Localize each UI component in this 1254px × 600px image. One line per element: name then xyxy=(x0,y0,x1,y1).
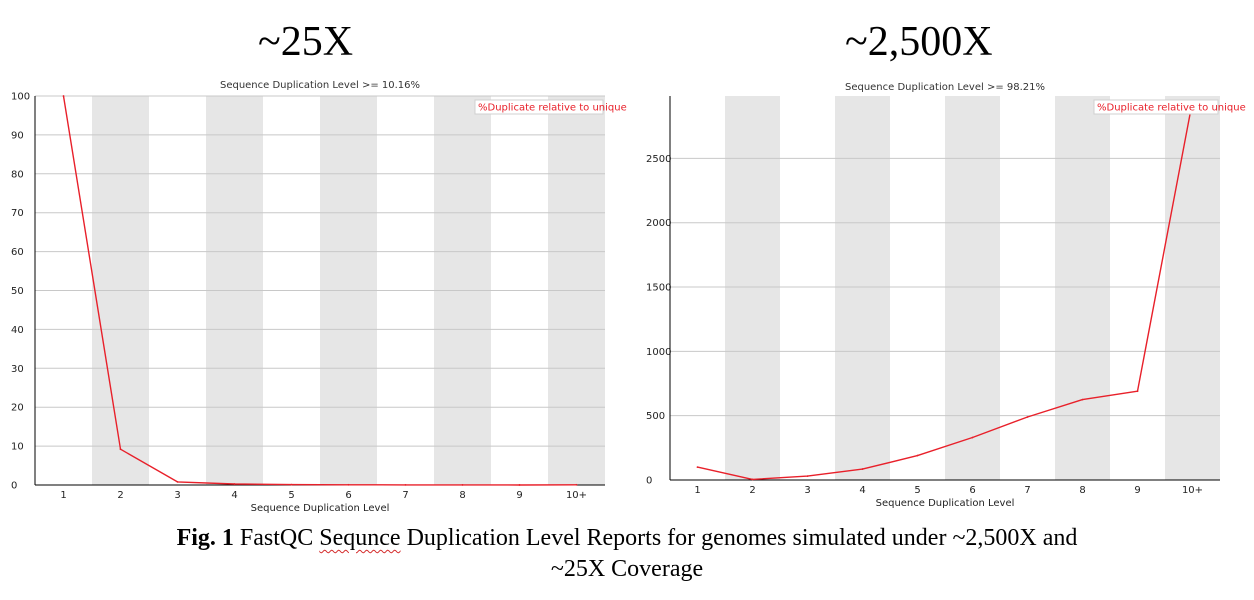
plot-title: Sequence Duplication Level >= 10.16% xyxy=(220,80,420,91)
x-tick-5: 5 xyxy=(288,490,294,501)
y-tick-20: 20 xyxy=(11,403,24,414)
x-tick-9: 9 xyxy=(1134,485,1140,496)
x-tick-9: 9 xyxy=(516,490,522,501)
band-8 xyxy=(1055,96,1110,480)
y-tick-1000: 1000 xyxy=(646,347,671,358)
y-tick-80: 80 xyxy=(11,169,24,180)
y-tick-70: 70 xyxy=(11,208,24,219)
data-point-3 xyxy=(806,475,809,478)
chart-2500x: 0 500 1000 1500 2000 2500 1 2 3 4 5 6 7 8 9 10+ Sequence… xyxy=(646,82,1246,509)
caption-text-after: Duplication Level Reports for genomes si… xyxy=(400,525,1078,551)
x-tick-7: 7 xyxy=(402,490,408,501)
x-axis-label: Sequence Duplication Level xyxy=(876,498,1015,509)
y-tick-50: 50 xyxy=(11,286,24,297)
y-tick-30: 30 xyxy=(11,364,24,375)
caption-text-before: FastQC xyxy=(233,525,320,551)
y-tick-500: 500 xyxy=(646,411,665,422)
x-tick-3: 3 xyxy=(804,485,810,496)
x-tick-10+: 10+ xyxy=(566,490,587,501)
x-tick-6: 6 xyxy=(969,485,975,496)
coverage-heading-2500x: ~2,500X xyxy=(845,19,993,65)
x-tick-5: 5 xyxy=(914,485,920,496)
caption-line-2: ~25X Coverage xyxy=(550,556,704,582)
y-tick-0: 0 xyxy=(11,481,17,492)
x-tick-7: 7 xyxy=(1024,485,1030,496)
y-tick-2500: 2500 xyxy=(646,154,671,165)
y-tick-90: 90 xyxy=(11,130,24,141)
data-point-6 xyxy=(971,436,974,439)
x-tick-4: 4 xyxy=(231,490,237,501)
legend-entry: %Duplicate relative to unique xyxy=(478,103,627,114)
data-point-1 xyxy=(696,466,699,469)
x-tick-2: 2 xyxy=(749,485,755,496)
data-point-9 xyxy=(1136,390,1139,393)
caption-label: Fig. 1 xyxy=(176,525,234,551)
data-point-4 xyxy=(861,468,864,470)
x-axis-label: Sequence Duplication Level xyxy=(251,503,390,514)
y-tick-1500: 1500 xyxy=(646,283,671,294)
data-point-9 xyxy=(518,484,521,486)
x-tick-3: 3 xyxy=(174,490,180,501)
band-4 xyxy=(835,96,890,480)
x-tick-8: 8 xyxy=(459,490,465,501)
plot-title: Sequence Duplication Level >= 98.21% xyxy=(845,82,1045,93)
x-tick-8: 8 xyxy=(1079,485,1085,496)
data-point-8 xyxy=(461,484,464,486)
coverage-heading-25x: ~25X xyxy=(258,19,354,65)
data-point-1 xyxy=(62,95,65,97)
data-point-2 xyxy=(119,448,122,451)
data-point-7 xyxy=(1026,416,1029,418)
x-tick-6: 6 xyxy=(345,490,351,501)
x-tick-1: 1 xyxy=(60,490,66,501)
figure-caption: Fig. 1 FastQC Sequnce Duplication Level … xyxy=(0,523,1254,585)
legend-box xyxy=(474,99,604,115)
data-point-6 xyxy=(347,483,350,486)
data-point-5 xyxy=(916,454,919,457)
data-point-3 xyxy=(176,480,179,483)
y-tick-40: 40 xyxy=(11,325,24,336)
series-line xyxy=(62,95,577,486)
data-point-7 xyxy=(404,483,407,486)
data-point-5 xyxy=(290,483,293,486)
x-tick-2: 2 xyxy=(117,490,123,501)
series-line xyxy=(697,100,1194,481)
band-2 xyxy=(725,96,780,480)
x-tick-10+: 10+ xyxy=(1182,485,1203,496)
x-tick-1: 1 xyxy=(694,485,700,496)
band-10+ xyxy=(1165,96,1220,480)
y-tick-10: 10 xyxy=(11,442,24,453)
y-tick-60: 60 xyxy=(11,247,24,258)
data-point-10+ xyxy=(575,483,578,486)
data-point-2 xyxy=(751,478,754,481)
y-tick-2000: 2000 xyxy=(646,218,671,229)
x-tick-4: 4 xyxy=(859,485,865,496)
band-6 xyxy=(945,96,1000,480)
legend-entry: %Duplicate relative to unique xyxy=(1097,103,1246,114)
chart-25x: 0 10 20 30 40 50 60 70 80 90 100 1 2 3 4 5 6 7 8 9 10+ Sequen… xyxy=(11,80,627,514)
y-tick-100: 100 xyxy=(11,92,30,103)
legend-box xyxy=(1093,99,1219,115)
data-point-4 xyxy=(233,483,236,485)
caption-misspelled-word: Sequnce xyxy=(319,525,401,551)
data-point-8 xyxy=(1081,398,1084,401)
y-tick-0: 0 xyxy=(646,476,652,487)
